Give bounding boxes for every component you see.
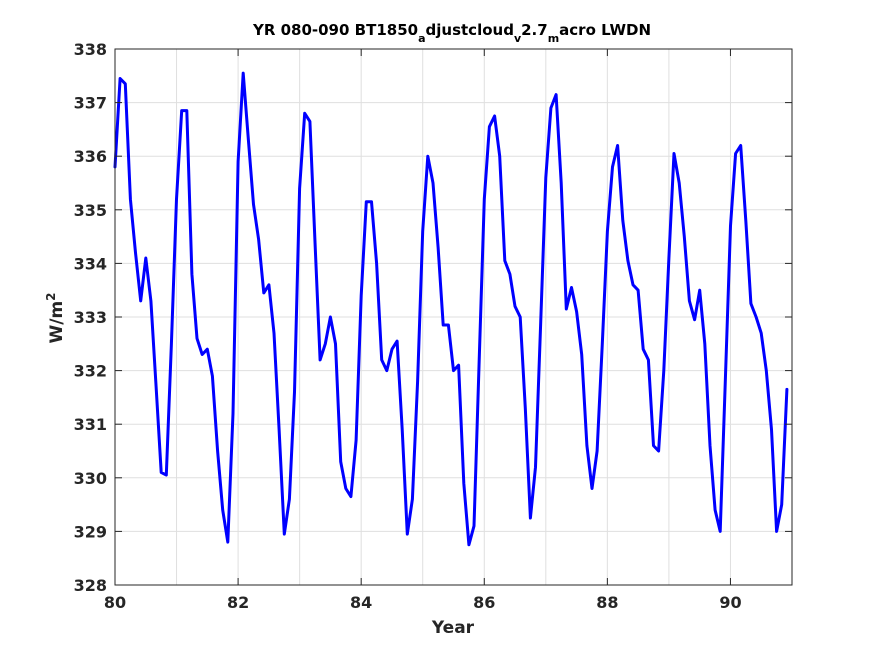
x-tick-labels: 80 82 84 86 88 90 <box>104 593 742 612</box>
y-tick-label: 328 <box>74 576 107 595</box>
chart-title: YR 080-090 BT1850adjustcloudv2.7macro LW… <box>252 21 651 45</box>
x-tick-label: 88 <box>596 593 618 612</box>
y-tick-label: 338 <box>74 40 107 59</box>
series-layer <box>113 71 789 547</box>
y-tick-label: 333 <box>74 308 107 327</box>
y-axis-label-base: W/m <box>47 301 67 344</box>
x-tick-label: 80 <box>104 593 126 612</box>
x-tick-label: 90 <box>719 593 741 612</box>
title-subscript: v <box>514 32 522 45</box>
title-subscript: m <box>548 32 559 45</box>
x-axis-label: Year <box>431 618 475 638</box>
y-tick-labels: 328 329 330 331 332 333 334 335 336 337 338 <box>74 40 107 595</box>
x-tick-label: 84 <box>350 593 372 612</box>
y-tick-label: 330 <box>74 469 107 488</box>
y-axis-label: W/m2 <box>44 292 67 343</box>
axis-ticks <box>114 48 792 586</box>
title-segment: YR 080-090 BT1850 <box>252 21 418 39</box>
title-segment: acro LWDN <box>559 21 651 39</box>
x-tick-label: 82 <box>227 593 249 612</box>
title-segment: 2.7 <box>521 21 548 39</box>
x-tick-label: 86 <box>473 593 495 612</box>
y-tick-label: 329 <box>74 522 107 541</box>
title-segment: djustcloud <box>426 21 514 39</box>
title-subscript: a <box>418 32 425 45</box>
series-line <box>113 71 789 547</box>
y-tick-label: 331 <box>74 415 107 434</box>
y-axis-label-superscript: 2 <box>44 292 58 300</box>
y-tick-label: 334 <box>74 254 107 273</box>
grid-lines <box>115 49 792 585</box>
y-tick-label: 337 <box>74 94 107 113</box>
y-tick-label: 336 <box>74 147 107 166</box>
y-tick-label: 332 <box>74 362 107 381</box>
y-tick-label: 335 <box>74 201 107 220</box>
